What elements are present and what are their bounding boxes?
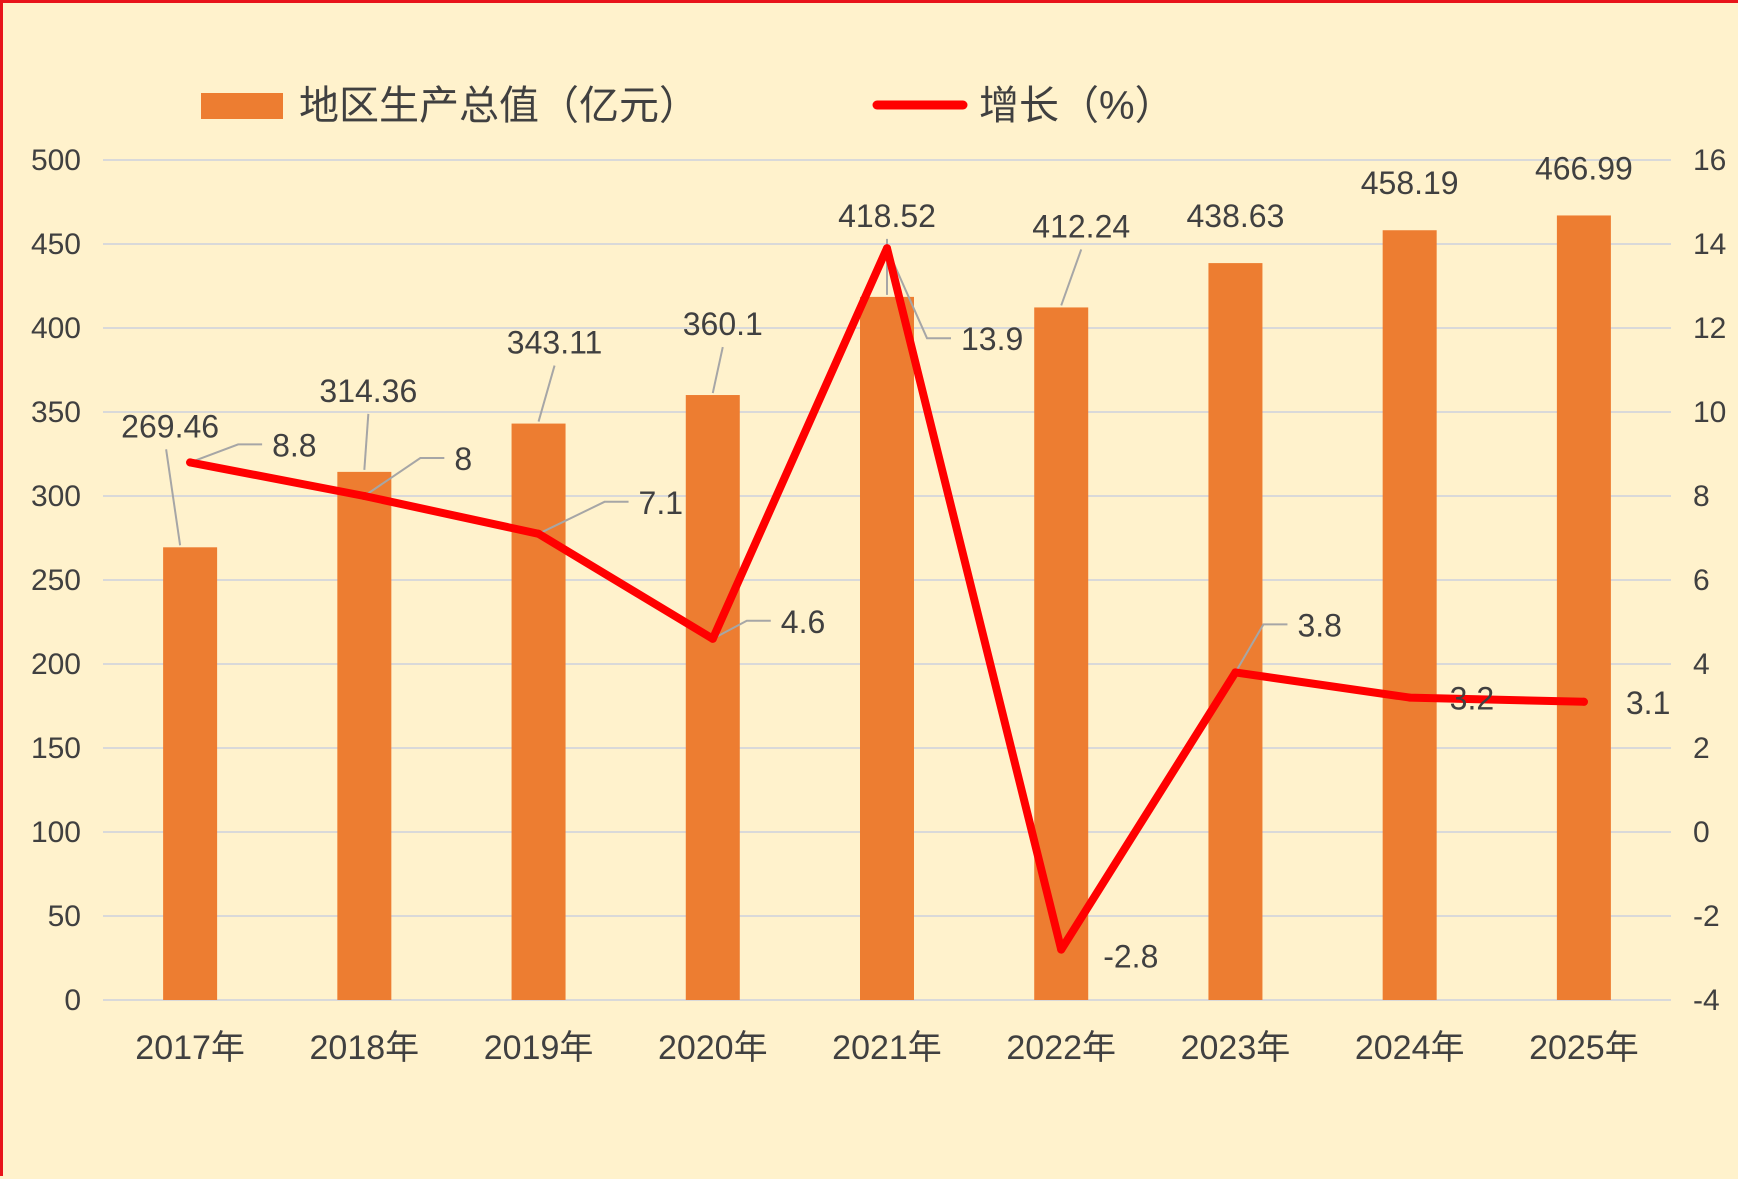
growth-point [1057,945,1066,954]
growth-value-label: 13.9 [961,321,1023,357]
left-tick-label: 50 [48,900,81,933]
bar [337,471,392,1000]
right-tick-label: 14 [1693,228,1726,261]
left-tick-label: 350 [31,396,81,429]
bar [1556,215,1611,1001]
growth-value-label: 3.2 [1450,681,1494,717]
growth-value-label: 3.1 [1626,685,1670,721]
bar [1382,230,1437,1001]
right-tick-label: -2 [1693,900,1720,933]
bar [1208,263,1263,1001]
growth-value-label: 7.1 [639,485,683,521]
bar-value-label: 360.1 [683,306,763,342]
right-tick-label: 10 [1693,396,1726,429]
growth-value-label: 4.6 [781,604,825,640]
bar-value-label: 269.46 [121,408,219,444]
left-tick-label: 200 [31,648,81,681]
left-tick-label: 0 [64,984,81,1017]
x-tick-label: 2024年 [1355,1029,1465,1067]
bar-label-leader [537,365,556,422]
growth-point [1579,697,1588,706]
right-tick-label: 12 [1693,312,1726,345]
x-tick-label: 2018年 [310,1029,420,1067]
bar-label-leader [165,449,182,546]
bar-value-label: 458.19 [1361,165,1459,201]
right-tick-label: 2 [1693,732,1710,765]
left-tick-label: 500 [31,144,81,177]
left-tick-label: 250 [31,564,81,597]
legend-line-label: 增长（%） [979,84,1175,128]
growth-point [360,492,369,500]
left-tick-label: 100 [31,816,81,849]
growth-value-label: 3.8 [1297,607,1341,643]
growth-point [186,458,195,467]
bar-value-label: 466.99 [1535,150,1633,186]
label-leader-lines [165,238,1288,673]
x-tick-label: 2020年 [658,1029,768,1067]
x-tick-label: 2019年 [484,1029,594,1067]
growth-value-label: 8.8 [272,427,316,463]
right-y-axis: -4 -2 0 2 4 6 8 10 12 14 16 [1693,144,1726,1017]
growth-label-leader [1234,623,1288,673]
bar-value-label: 418.52 [838,198,936,234]
bar-label-leader [711,346,724,394]
bar-value-label: 343.11 [507,325,603,361]
bar [163,547,218,1000]
bar-series [163,215,1611,1001]
growth-label-leader [886,247,951,340]
right-tick-label: 8 [1693,480,1710,513]
combo-chart: 地区生产总值（亿元） 增长（%） 05010015020025030035040… [31,84,1726,1067]
data-labels: 269.46 314.36 343.11 360.1 418.52 412.24 438.6… [121,150,1670,974]
growth-point [708,634,717,643]
growth-value-label: -2.8 [1103,939,1158,975]
x-tick-label: 2023年 [1181,1029,1291,1067]
right-tick-label: 16 [1693,144,1726,177]
right-tick-label: 0 [1693,816,1710,849]
growth-point [1231,668,1240,677]
right-tick-label: -4 [1693,984,1720,1017]
legend: 地区生产总值（亿元） 增长（%） [201,84,1175,128]
legend-bar-label: 地区生产总值（亿元） [299,84,699,128]
bar [511,423,566,1000]
bar-value-label: 314.36 [319,373,417,409]
right-tick-label: 6 [1693,564,1710,597]
bar-label-leader [1060,249,1083,306]
growth-point [1405,693,1414,702]
bar [685,395,740,1001]
bar [1034,307,1089,1001]
bar-label-leader [363,413,370,470]
x-tick-label: 2025年 [1529,1029,1639,1067]
growth-label-leader [363,457,445,497]
left-tick-label: 400 [31,312,81,345]
bar [860,296,914,1000]
x-tick-label: 2021年 [832,1029,942,1067]
x-axis: 2017年 2018年 2019年 2020年 2021年 2022年 2023年 2024年… [135,1029,1638,1067]
legend-bar-swatch [201,93,283,119]
left-y-axis: 0 50 100 150 200 250 300 350 400 450 500 [31,144,81,1017]
x-tick-label: 2022年 [1006,1029,1116,1067]
bar-value-label: 412.24 [1032,208,1130,244]
growth-line-series [186,244,1588,954]
growth-label-leader [189,443,263,464]
x-tick-label: 2017年 [135,1029,245,1067]
left-tick-label: 450 [31,228,81,261]
left-tick-label: 300 [31,480,81,513]
growth-label-leader [712,619,771,640]
right-tick-label: 4 [1693,648,1710,681]
growth-point [883,244,891,253]
left-tick-label: 150 [31,732,81,765]
growth-value-label: 8 [454,441,472,477]
growth-point [534,529,543,538]
growth-label-leader [538,500,629,535]
bar-value-label: 438.63 [1187,198,1285,234]
